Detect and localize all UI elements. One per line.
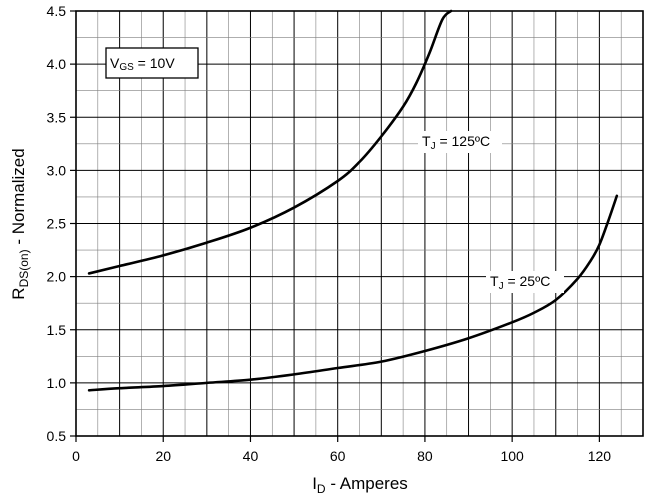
- y-axis-label-main: R: [9, 287, 28, 299]
- condition-sub: GS: [119, 62, 134, 73]
- x-tick-label: 0: [72, 448, 80, 464]
- x-axis-label-sub: D: [317, 482, 326, 496]
- x-tick-label: 20: [155, 448, 171, 464]
- x-tick-label: 100: [500, 448, 524, 464]
- y-tick-label: 2.5: [47, 216, 67, 232]
- series-line-25c: [89, 196, 617, 390]
- y-tick-label: 3.5: [47, 109, 67, 125]
- y-axis-label: RDS(on) - Normalized: [9, 148, 31, 299]
- y-axis-label-rest: - Normalized: [9, 148, 28, 249]
- series-25c-rest: = 25ºC: [504, 273, 551, 289]
- y-tick-label: 3.0: [47, 162, 67, 178]
- series-label-125c: TJ = 125ºC: [418, 131, 502, 153]
- y-tick-label: 4.5: [47, 3, 67, 19]
- y-tick-label: 0.5: [47, 428, 67, 444]
- y-tick-label: 1.5: [47, 322, 67, 338]
- x-tick-label: 40: [243, 448, 259, 464]
- condition-rest: = 10V: [134, 55, 176, 71]
- x-tick-label: 120: [588, 448, 612, 464]
- x-tick-label: 60: [330, 448, 346, 464]
- x-axis-label: ID - Amperes: [312, 474, 408, 496]
- x-axis-label-rest: - Amperes: [326, 474, 408, 493]
- y-tick-label: 1.0: [47, 375, 67, 391]
- y-tick-label: 2.0: [47, 269, 67, 285]
- y-axis-label-sub: DS(on): [17, 249, 31, 287]
- series-label-25c: TJ = 25ºC: [486, 271, 564, 293]
- y-tick-label: 4.0: [47, 56, 67, 72]
- condition-box: VGS = 10V: [106, 48, 198, 78]
- x-tick-label: 80: [417, 448, 433, 464]
- series-125c-rest: = 125ºC: [436, 133, 491, 149]
